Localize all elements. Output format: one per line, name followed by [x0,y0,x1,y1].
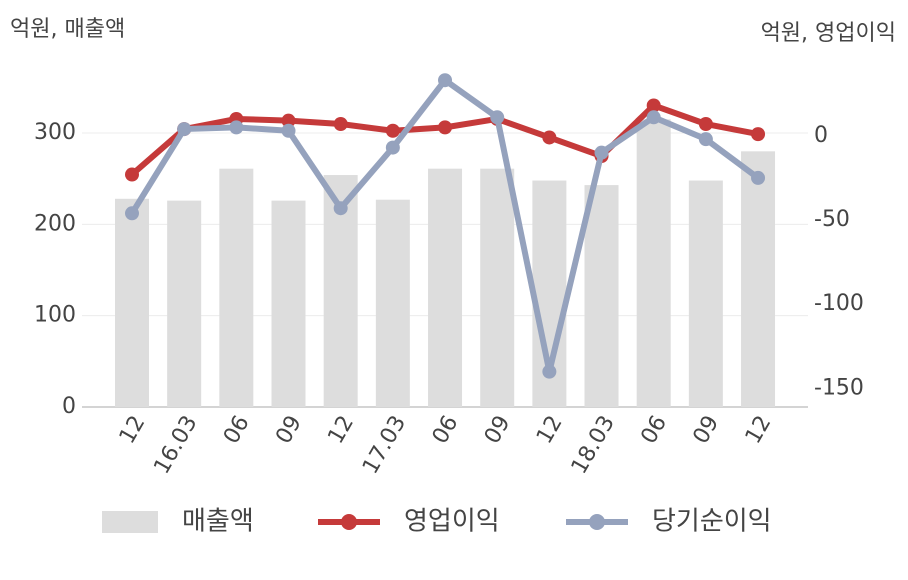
x-tick-label: 18.03 [567,412,620,479]
bar [741,151,776,407]
x-tick-label: 12 [741,412,777,449]
y-tick-label: 0 [62,394,76,419]
point [594,145,609,160]
x-tick-label: 06 [219,412,255,449]
x-tick-label: 12 [323,412,359,449]
x-tick-label: 09 [689,412,725,449]
bar [115,198,149,407]
y-tick-label: 300 [34,120,76,145]
legend-label: 당기순이익 [652,507,772,537]
point [125,206,139,221]
x-tick-label: 16.03 [149,412,202,479]
point [125,167,139,182]
y2-tick-label: -50 [814,207,850,232]
bar [688,180,723,407]
point [751,170,766,185]
y2-tick-label: -150 [814,375,864,400]
y2-axis-label: 억원, 영업이익 [761,21,896,46]
point [490,110,505,125]
x-tick-label: 09 [271,412,307,449]
y-tick-label: 200 [34,211,76,236]
point [438,120,453,135]
point [177,122,192,137]
bar [480,168,515,407]
bar [428,168,463,407]
x-tick-label: 17.03 [358,412,411,479]
x-tick-label: 09 [480,412,516,449]
point [281,123,296,138]
point [698,117,713,132]
point [438,73,453,88]
bar [375,199,410,407]
point [542,130,557,145]
point [646,98,661,113]
point [229,120,244,135]
x-tick-label: 12 [532,412,568,449]
point [751,127,766,142]
bar [636,119,671,408]
y-axis-label: 억원, 매출액 [10,17,125,42]
bar [167,200,202,407]
point [333,201,348,216]
y2-tick-label: 0 [814,123,828,148]
bar [271,200,306,407]
x-tick-label: 06 [428,412,464,449]
legend-label: 매출액 [182,507,254,537]
point [281,113,296,128]
point [385,123,400,138]
x-tick-label: 12 [115,412,151,449]
point [646,110,661,125]
point [333,117,348,132]
legend-marker [589,514,605,530]
y-tick-label: 100 [34,303,76,328]
legend-marker [341,514,357,530]
bar [219,168,254,407]
legend-label: 영업이익 [404,507,500,537]
x-tick-label: 06 [636,412,672,449]
point [385,140,400,155]
legend-swatch [102,511,158,533]
point [698,132,713,147]
point [542,364,557,379]
y2-tick-label: -100 [814,291,864,316]
bar [584,185,619,407]
